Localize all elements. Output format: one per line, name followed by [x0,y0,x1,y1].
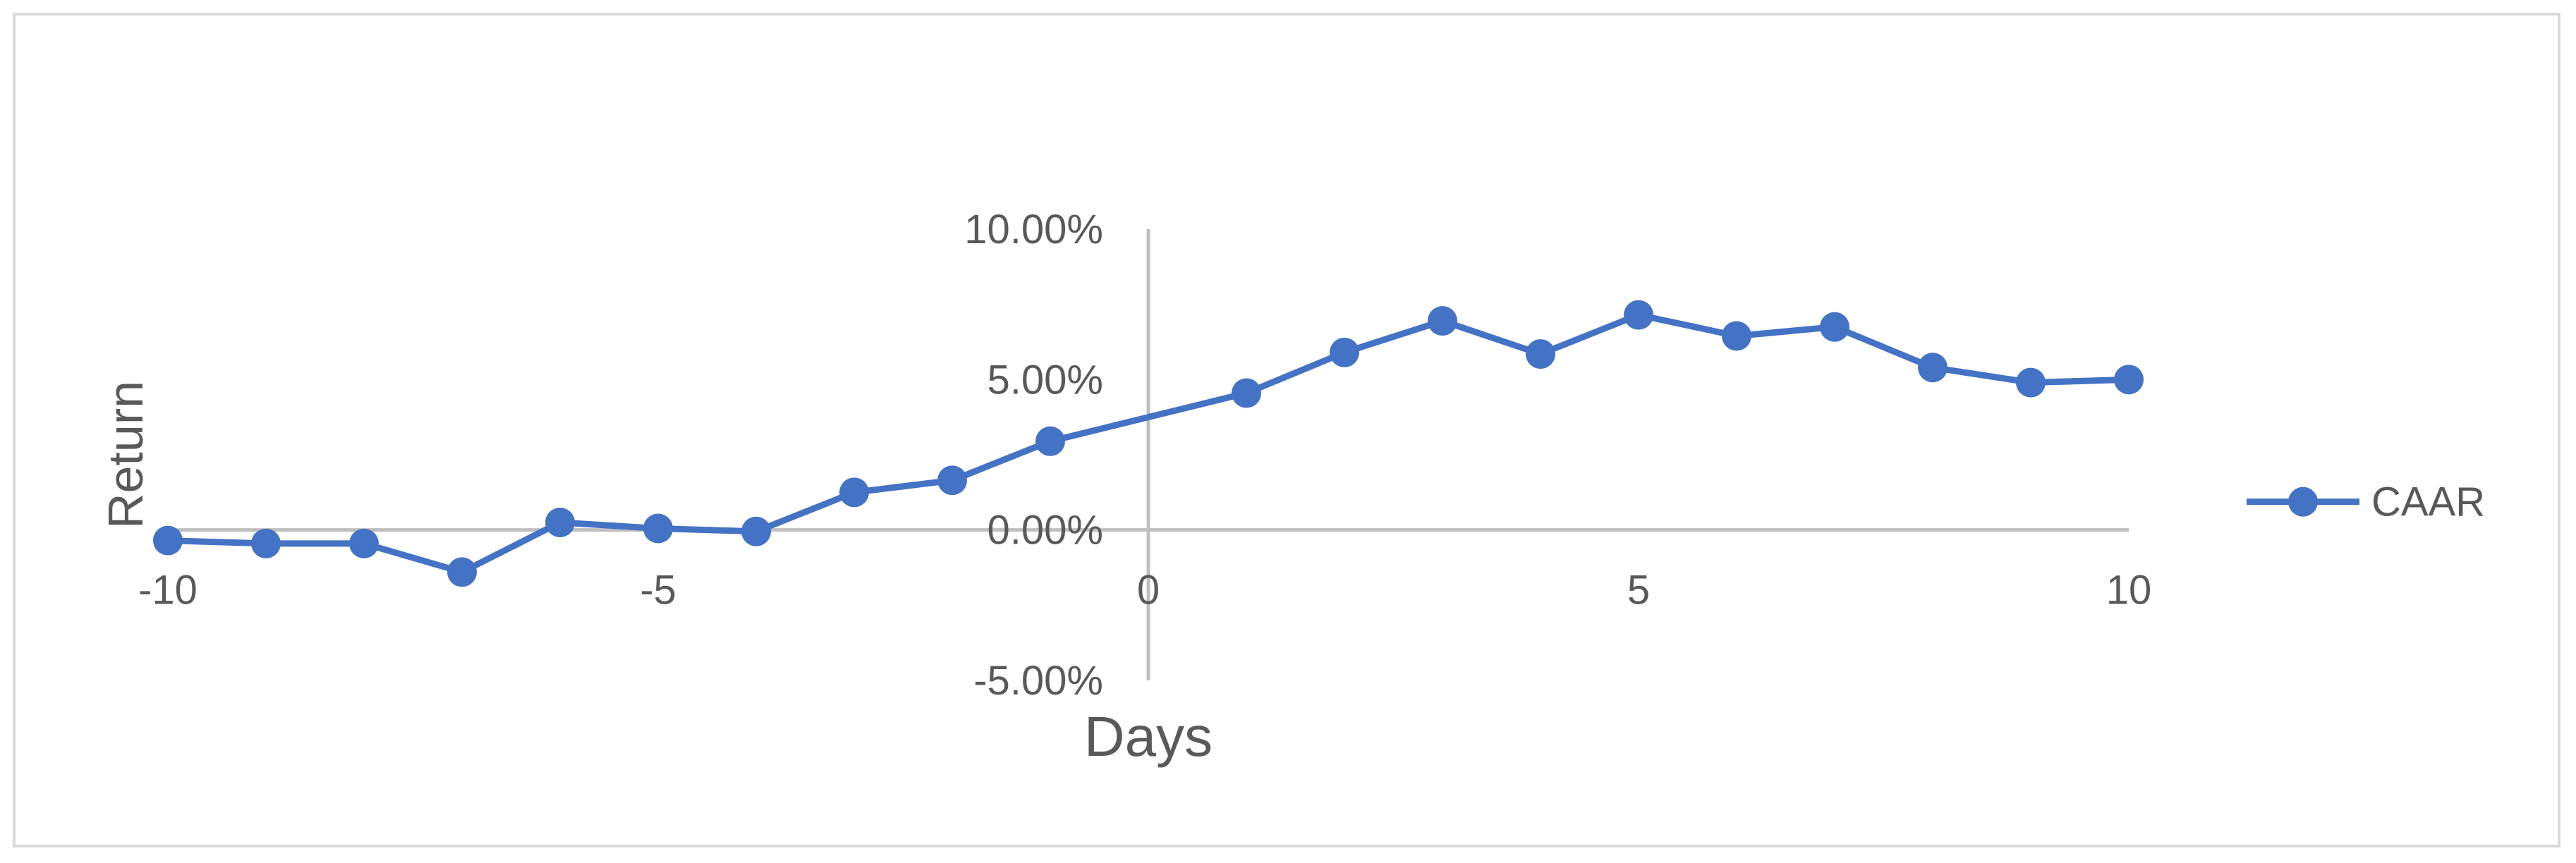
data-point [1722,321,1751,351]
data-point [937,465,967,496]
data-point [447,557,477,587]
data-point [349,528,379,558]
data-point [1035,426,1065,456]
legend-label-caar: CAAR [2371,479,2485,525]
data-point [1624,300,1653,330]
x-tick-label: 0 [1137,568,1160,613]
y-tick-label: 0.00% [988,508,1103,553]
y-tick-labels: -5.00% 0.00% 5.00% 10.00% [964,207,1103,704]
data-point [1232,378,1261,408]
y-tick-label: 10.00% [964,207,1103,252]
x-axis-title: Days [1084,705,1213,768]
data-point [2016,367,2046,398]
x-tick-label: 5 [1627,568,1650,613]
x-tick-label: 10 [2106,568,2152,613]
data-point [2114,365,2144,395]
y-axis-title: Return [98,381,153,529]
data-point [1428,306,1457,336]
data-point [643,513,673,544]
series-line-caar [167,312,2130,575]
data-point [1526,339,1555,369]
data-point [1918,353,1948,383]
y-tick-label: -5.00% [973,658,1103,704]
data-point [839,477,869,508]
data-point [741,516,771,546]
x-tick-label: -10 [138,568,198,613]
data-point [545,508,575,537]
y-tick-label: 5.00% [988,357,1103,403]
data-point [251,528,281,558]
chart-frame [13,13,2560,847]
legend: CAAR [2247,479,2485,525]
data-point [1820,312,1849,342]
legend-dot-marker [2288,486,2318,517]
data-point [1330,337,1359,367]
axes [168,229,2129,680]
x-tick-labels: -10 -5 0 5 10 [138,568,2151,613]
x-tick-label: -5 [640,568,676,613]
series-layer [153,300,2144,587]
data-point [153,525,183,556]
